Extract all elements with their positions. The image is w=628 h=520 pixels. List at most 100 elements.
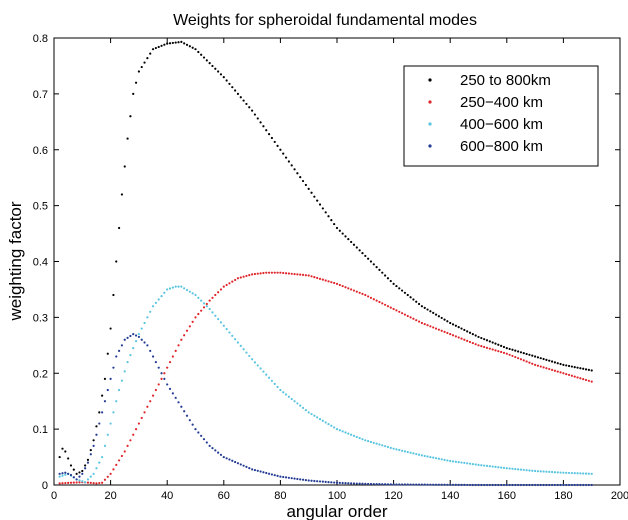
data-point <box>115 260 118 263</box>
data-point <box>327 215 330 218</box>
data-point <box>355 290 358 293</box>
data-point <box>205 59 208 62</box>
data-point <box>217 451 220 454</box>
data-point <box>304 274 307 277</box>
data-point <box>358 249 361 252</box>
data-point <box>262 125 265 128</box>
data-point <box>335 226 339 230</box>
data-point <box>259 367 262 370</box>
data-point <box>449 321 452 325</box>
data-point <box>372 441 375 444</box>
data-point <box>78 471 81 474</box>
data-point <box>89 448 92 452</box>
data-point <box>381 302 384 305</box>
data-point <box>304 183 307 187</box>
data-point <box>474 483 477 487</box>
data-point <box>361 252 364 255</box>
data-point <box>358 291 361 294</box>
data-point <box>508 483 511 487</box>
data-point <box>562 372 565 375</box>
data-point <box>500 350 503 354</box>
data-point <box>454 460 457 463</box>
y-tick-label: 0.6 <box>33 145 48 157</box>
data-point <box>217 70 220 73</box>
data-point <box>491 341 494 344</box>
data-point <box>582 378 585 381</box>
data-point <box>301 273 305 277</box>
data-point <box>290 164 293 167</box>
data-point <box>256 117 259 120</box>
data-point <box>350 240 353 244</box>
data-point <box>265 471 268 475</box>
data-point <box>333 481 336 484</box>
data-point <box>449 333 452 336</box>
data-point <box>534 355 537 358</box>
legend-label: 250−400 km <box>460 94 543 111</box>
data-point <box>140 327 143 330</box>
data-point <box>335 481 339 484</box>
data-point <box>160 377 163 380</box>
legend-marker <box>428 122 432 126</box>
data-point <box>313 479 316 483</box>
data-point <box>466 330 469 333</box>
data-point <box>446 483 449 486</box>
data-point <box>69 464 73 467</box>
data-point <box>417 453 421 456</box>
data-point <box>534 469 537 473</box>
data-point <box>587 379 590 382</box>
data-point <box>567 483 571 487</box>
x-tick-label: 180 <box>554 490 572 502</box>
data-point <box>290 397 293 401</box>
data-point <box>211 447 214 450</box>
data-point <box>262 471 265 474</box>
data-point <box>151 394 155 397</box>
data-point <box>367 257 370 260</box>
data-point <box>417 483 421 486</box>
data-point <box>437 328 440 331</box>
data-point <box>497 466 500 469</box>
data-point <box>420 305 423 308</box>
data-point <box>494 349 497 352</box>
data-point <box>369 296 373 299</box>
data-point <box>120 454 124 458</box>
data-point <box>335 282 339 285</box>
data-point <box>69 481 73 484</box>
data-point <box>287 395 290 398</box>
data-point <box>117 349 121 352</box>
data-point <box>132 433 135 436</box>
data-point <box>480 345 483 348</box>
data-point <box>239 463 242 466</box>
data-point <box>338 429 341 432</box>
data-point <box>528 483 531 487</box>
data-point <box>327 480 330 484</box>
data-point <box>296 402 299 405</box>
data-point <box>120 193 124 196</box>
data-point <box>168 387 172 390</box>
data-point <box>296 477 299 481</box>
data-point <box>344 235 347 238</box>
data-point <box>101 481 104 484</box>
data-point <box>81 472 84 475</box>
data-point <box>497 483 500 487</box>
data-point <box>514 483 517 487</box>
data-point <box>154 360 157 364</box>
data-point <box>341 284 344 288</box>
data-point <box>491 348 494 351</box>
data-point <box>296 172 299 175</box>
data-point <box>406 293 409 297</box>
data-point <box>500 483 503 487</box>
data-point <box>536 356 540 359</box>
data-point <box>132 92 135 95</box>
data-point <box>200 309 203 312</box>
data-point <box>310 275 313 278</box>
series-points <box>58 333 593 487</box>
data-point <box>120 344 124 347</box>
data-point <box>245 102 248 106</box>
data-point <box>296 273 299 276</box>
data-point <box>457 326 460 329</box>
data-point <box>256 469 259 472</box>
data-point <box>69 473 73 477</box>
data-point <box>517 357 520 360</box>
data-point <box>58 472 61 475</box>
data-point <box>350 288 353 291</box>
